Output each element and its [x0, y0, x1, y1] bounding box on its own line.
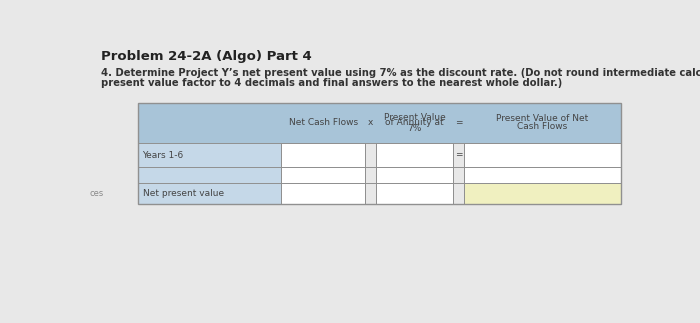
Text: Years 1-6: Years 1-6 [143, 151, 184, 160]
Text: Net present value: Net present value [143, 189, 224, 198]
Text: 7%: 7% [407, 124, 421, 133]
FancyBboxPatch shape [281, 183, 365, 204]
Text: =: = [455, 118, 463, 127]
FancyBboxPatch shape [281, 143, 365, 167]
Text: Present Value of Net: Present Value of Net [496, 114, 589, 123]
Text: Cash Flows: Cash Flows [517, 122, 568, 131]
Text: present value factor to 4 decimals and final answers to the nearest whole dollar: present value factor to 4 decimals and f… [102, 78, 563, 88]
Text: 4. Determine Project Y’s net present value using 7% as the discount rate. (Do no: 4. Determine Project Y’s net present val… [102, 68, 700, 78]
FancyBboxPatch shape [376, 167, 454, 183]
Text: Net Cash Flows: Net Cash Flows [288, 118, 358, 127]
FancyBboxPatch shape [138, 143, 281, 204]
FancyBboxPatch shape [464, 183, 621, 204]
FancyBboxPatch shape [138, 103, 621, 143]
FancyBboxPatch shape [464, 143, 621, 167]
Text: Problem 24-2A (Algo) Part 4: Problem 24-2A (Algo) Part 4 [102, 50, 312, 63]
Text: x: x [368, 118, 373, 127]
Text: Present Value: Present Value [384, 113, 445, 122]
FancyBboxPatch shape [376, 183, 454, 204]
Text: of Annuity at: of Annuity at [385, 118, 444, 127]
FancyBboxPatch shape [376, 143, 454, 167]
Text: ces: ces [90, 189, 104, 198]
Text: =: = [455, 151, 463, 160]
FancyBboxPatch shape [464, 167, 621, 183]
FancyBboxPatch shape [281, 167, 365, 183]
